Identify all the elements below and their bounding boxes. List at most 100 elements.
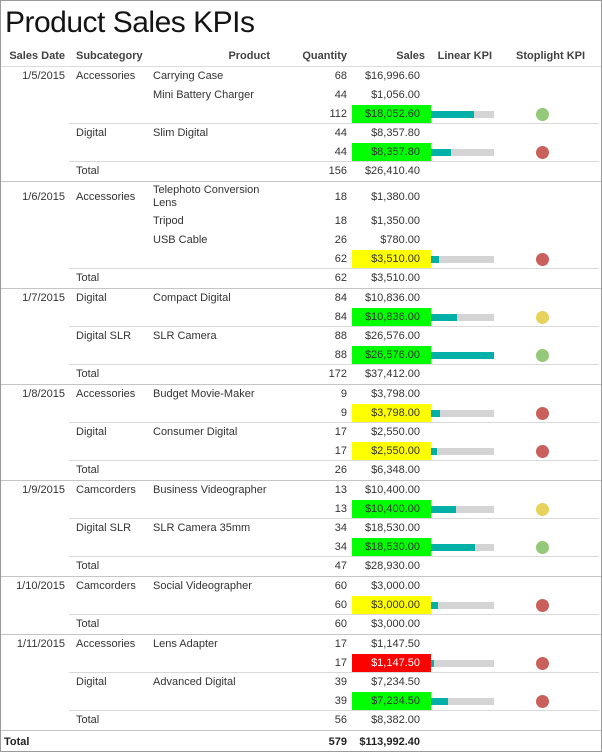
product-row: 1/9/2015 Camcorders Business Videographer 1… (1, 481, 601, 500)
date-group: 1/11/2015 Accessories Lens Adapter 17 $1,147… (1, 635, 601, 731)
cell-quantity: 44 (334, 89, 347, 101)
cell-sales-date (1, 143, 69, 162)
cell-quantity: 13 (334, 484, 347, 496)
cell-linear-kpi (431, 654, 514, 673)
col-header-quantity: Quantity (302, 49, 347, 62)
linear-kpi-track (431, 351, 494, 359)
cell-sales: $1,147.50 (352, 654, 431, 673)
cell-sales: $18,530.00 (352, 519, 431, 538)
cell-product: Lens Adapter (153, 638, 218, 650)
sales-value: $8,382.00 (371, 714, 420, 726)
cell-sales: $1,056.00 (352, 86, 431, 105)
cell-linear-kpi (431, 692, 514, 711)
product-row: 1/5/2015 Accessories Carrying Case 68 $16,99… (1, 67, 601, 86)
stoplight-red-icon (536, 252, 549, 266)
cell-product: Consumer Digital (153, 426, 238, 438)
date-group: 1/10/2015 Camcorders Social Videographer 60… (1, 577, 601, 635)
subtotal-row: 9 $3,798.00 (1, 404, 601, 423)
cell-subcategory: Accessories (76, 638, 136, 650)
cell-product: Social Videographer (153, 580, 252, 592)
cell-stoplight-kpi (514, 673, 599, 692)
cell-sales-date: 1/9/2015 (22, 484, 65, 496)
stoplight-red-icon (536, 656, 549, 670)
group-total-row: Total 60 $3,000.00 (1, 615, 601, 634)
subtotal-row: 17 $2,550.00 (1, 442, 601, 461)
cell-sales-date (1, 250, 69, 269)
cell-stoplight-kpi (514, 143, 599, 162)
cell-subcategory (69, 404, 153, 423)
group-total-row: Total 156 $26,410.40 (1, 162, 601, 181)
cell-subcategory: Total (76, 165, 100, 177)
cell-linear-kpi (431, 327, 514, 346)
subtotal-row: 34 $18,530.00 (1, 538, 601, 557)
cell-stoplight-kpi (514, 692, 599, 711)
col-header-subcategory: Subcategory (76, 49, 143, 62)
sales-value: $26,576.00 (364, 348, 420, 361)
cell-linear-kpi (431, 385, 514, 404)
cell-subcategory: Digital (76, 127, 107, 139)
cell-linear-kpi (431, 557, 514, 576)
cell-stoplight-kpi (514, 654, 599, 673)
cell-subcategory: Camcorders (76, 484, 136, 496)
cell-sales-date: 1/8/2015 (22, 388, 65, 400)
sales-value: $3,000.00 (371, 618, 420, 630)
cell-linear-kpi (431, 250, 514, 269)
cell-stoplight-kpi (514, 615, 599, 634)
linear-kpi-bar-icon (431, 505, 456, 513)
cell-product (153, 615, 290, 634)
cell-quantity: 68 (334, 70, 347, 82)
cell-stoplight-kpi (514, 212, 599, 231)
cell-sales-date: 1/10/2015 (16, 580, 65, 592)
col-header-stoplight-kpi: Stoplight KPI (516, 49, 586, 62)
cell-quantity: 18 (334, 215, 347, 227)
cell-sales: $10,836.00 (352, 289, 431, 308)
date-group: 1/9/2015 Camcorders Business Videographer 1… (1, 481, 601, 577)
kpi-table: Sales Date Subcategory Product Quantity … (1, 46, 601, 751)
date-group: 1/8/2015 Accessories Budget Movie-Maker 9 $3… (1, 385, 601, 481)
cell-product: Slim Digital (153, 127, 209, 139)
col-header-sales: Sales (396, 49, 425, 62)
cell-product: Business Videographer (153, 484, 267, 496)
cell-product: Carrying Case (153, 70, 224, 82)
cell-stoplight-kpi (514, 404, 599, 423)
cell-linear-kpi (431, 269, 514, 288)
linear-kpi-track (431, 697, 494, 705)
cell-subcategory (69, 86, 153, 105)
sales-value: $1,147.50 (371, 638, 420, 650)
linear-kpi-bar-icon (431, 148, 451, 156)
cell-sales-date (1, 327, 69, 346)
cell-stoplight-kpi (514, 557, 599, 576)
cell-subcategory (69, 654, 153, 673)
cell-sales-date (1, 557, 69, 576)
cell-sales: $18,052.60 (352, 105, 431, 124)
cell-product: SLR Camera (153, 330, 217, 342)
cell-sales: $3,000.00 (352, 577, 431, 596)
product-row: Tripod 18 $1,350.00 (1, 212, 601, 231)
subtotal-row: 17 $1,147.50 (1, 654, 601, 673)
cell-subcategory: Total (76, 714, 100, 726)
linear-kpi-bar-icon (431, 543, 476, 551)
sales-value: $18,052.60 (364, 107, 420, 120)
sales-value: $8,357.80 (371, 145, 420, 158)
cell-quantity: 39 (334, 676, 347, 688)
product-row: Digital SLR SLR Camera 88 $26,576.00 (1, 327, 601, 346)
sales-value: $10,836.00 (364, 292, 420, 304)
cell-sales-date (1, 124, 69, 143)
cell-stoplight-kpi (514, 365, 599, 384)
cell-sales: $26,576.00 (352, 346, 431, 365)
product-row: 1/8/2015 Accessories Budget Movie-Maker 9 $3… (1, 385, 601, 404)
sales-value: $6,348.00 (371, 464, 420, 476)
sales-value: $28,930.00 (364, 560, 420, 572)
linear-kpi-bar-icon (431, 351, 494, 359)
linear-kpi-track (431, 313, 494, 321)
cell-sales: $1,350.00 (352, 212, 431, 231)
linear-kpi-bar-icon (431, 697, 448, 705)
cell-product: Advanced Digital (153, 676, 236, 688)
cell-quantity: 112 (290, 105, 352, 124)
sales-value: $7,234.50 (371, 694, 420, 707)
cell-quantity: 9 (340, 388, 347, 400)
cell-sales: $10,400.00 (352, 500, 431, 519)
cell-product (153, 711, 290, 730)
cell-quantity: 56 (334, 714, 347, 726)
